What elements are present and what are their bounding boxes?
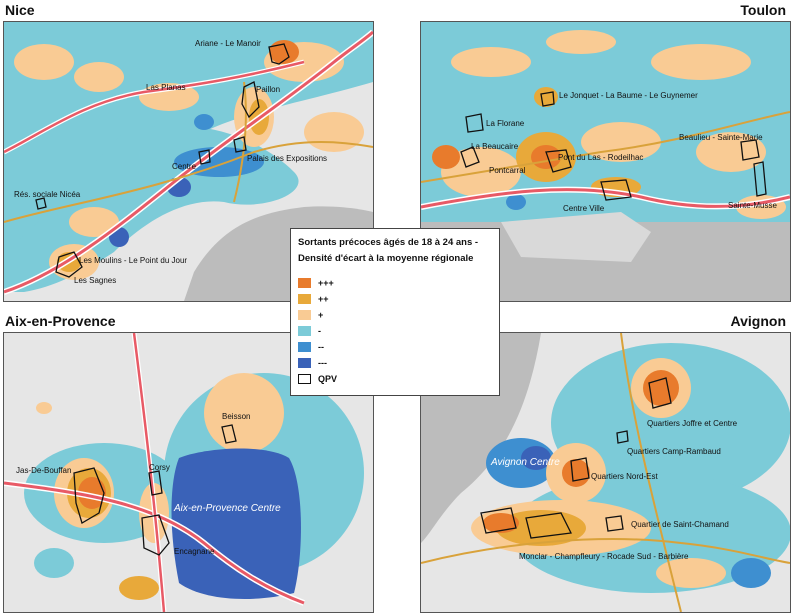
map-label: Rés. sociale Nicéa <box>14 190 81 199</box>
map-label: Le Jonquet - La Baume - Le Guynemer <box>559 91 698 100</box>
legend-item-label: - <box>318 326 321 336</box>
legend-item-label: ++ <box>318 294 329 304</box>
map-label: La Florane <box>486 119 525 128</box>
legend-swatch-qpv <box>298 374 311 384</box>
legend-item-label: + <box>318 310 324 320</box>
legend-item: +++ <box>298 275 492 291</box>
legend-item-label: QPV <box>318 374 338 384</box>
legend: Sortants précoces âgés de 18 à 24 ans - … <box>290 228 500 396</box>
map-label: Quartiers Nord-Est <box>591 472 658 481</box>
map-label: Beaulieu - Sainte-Marie <box>679 133 763 142</box>
legend-item: QPV <box>298 371 492 387</box>
legend-swatch <box>298 342 311 352</box>
map-label: La Beaucaire <box>471 142 519 151</box>
map-label: Encagnane <box>174 547 215 556</box>
legend-title-line1: Sortants précoces âgés de 18 à 24 ans - <box>298 237 479 248</box>
title-aix: Aix-en-Provence <box>5 313 116 329</box>
legend-item-label: +++ <box>318 278 334 288</box>
legend-item-label: --- <box>318 358 327 368</box>
title-toulon: Toulon <box>740 2 786 18</box>
legend-item-label: -- <box>318 342 324 352</box>
map-label: Quartier de Saint-Chamand <box>631 520 729 529</box>
map-label: Pont du Las - Rodeilhac <box>558 153 643 162</box>
map-label: Avignon Centre <box>490 457 560 468</box>
map-label: Jas-De-Bouffan <box>16 466 71 475</box>
legend-item: -- <box>298 339 492 355</box>
map-label: Aix-en-Provence Centre <box>173 503 281 514</box>
legend-swatch <box>298 326 311 336</box>
title-avignon: Avignon <box>730 313 786 329</box>
title-nice: Nice <box>5 2 35 18</box>
map-label: Las Planas <box>146 83 186 92</box>
map-label: Quartiers Joffre et Centre <box>647 419 738 428</box>
map-label: Corsy <box>149 463 170 472</box>
legend-item: --- <box>298 355 492 371</box>
map-label: Paillon <box>256 85 280 94</box>
map-label: Sainte-Musse <box>728 201 777 210</box>
legend-item: ++ <box>298 291 492 307</box>
map-label: Palais des Expositions <box>247 154 327 163</box>
map-label: Quartiers Camp-Rambaud <box>627 447 721 456</box>
legend-swatch <box>298 310 311 320</box>
map-label: Centre <box>172 162 197 171</box>
legend-swatch <box>298 294 311 304</box>
legend-swatch <box>298 278 311 288</box>
legend-item: + <box>298 307 492 323</box>
map-label: Les Moulins - Le Point du Jour <box>79 256 187 265</box>
map-label: Beisson <box>222 412 250 421</box>
map-nice[interactable]: Ariane - Le Manoir Las Planas Paillon Ce… <box>3 21 374 302</box>
legend-items: +++ ++ + - -- --- QPV <box>298 275 492 387</box>
map-label: Pontcarral <box>489 166 526 175</box>
map-label: Les Sagnes <box>74 276 116 285</box>
legend-item: - <box>298 323 492 339</box>
legend-swatch <box>298 358 311 368</box>
map-label: Monclar - Champfleury - Rocade Sud - Bar… <box>519 552 689 561</box>
legend-title-line2: Densité d'écart à la moyenne régionale <box>298 253 474 264</box>
map-label: Ariane - Le Manoir <box>195 39 261 48</box>
map-label: Centre Ville <box>563 204 605 213</box>
